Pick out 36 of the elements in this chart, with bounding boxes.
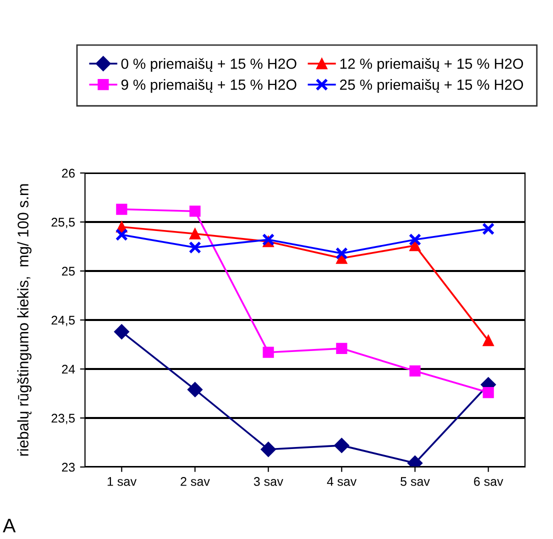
point: [189, 228, 201, 240]
point: [334, 438, 350, 454]
x-tick-label: 6 sav: [474, 477, 504, 486]
x-tick-label: 1 sav: [108, 477, 137, 486]
x-tick-label: 3 sav: [254, 477, 284, 486]
x-tick-label: 5 sav: [400, 477, 430, 486]
y-axis-title: riebalų rūgštingumo kiekis, mg/ 100 s.m: [17, 184, 32, 456]
y-tick-label: 25,5: [52, 218, 75, 228]
y-tick-label: 24: [62, 364, 75, 374]
x-tick-label: 2 sav: [180, 477, 210, 486]
y-tick-label: 24,5: [52, 316, 75, 326]
point: [187, 382, 203, 398]
text: A: [2, 518, 16, 532]
y-tick-label: 23: [62, 462, 75, 472]
y-tick-label: 25: [62, 266, 75, 276]
point: [336, 342, 348, 354]
point: [115, 228, 128, 241]
point: [188, 241, 202, 254]
point: [482, 222, 495, 236]
point: [409, 365, 421, 377]
legend-label: 9 % priemaišų + 15 % H2O: [121, 79, 296, 93]
point: [116, 204, 128, 215]
y-tick-label: 23,5: [52, 414, 75, 424]
legend-label: 0 % priemaišų + 15 % H2O: [121, 58, 296, 72]
point: [260, 442, 276, 457]
legend-label: 25 % priemaišų + 15 % H2O: [340, 79, 524, 93]
y-tick-label: 26: [62, 168, 75, 178]
point: [335, 247, 348, 260]
point: [262, 346, 274, 358]
x-tick-label: 4 sav: [327, 477, 357, 486]
point: [114, 324, 130, 340]
point: [482, 335, 494, 346]
legend-label: 12 % priemaišų + 15 % H2O: [340, 58, 524, 72]
point: [482, 386, 494, 398]
point: [408, 233, 422, 246]
point: [189, 206, 201, 217]
